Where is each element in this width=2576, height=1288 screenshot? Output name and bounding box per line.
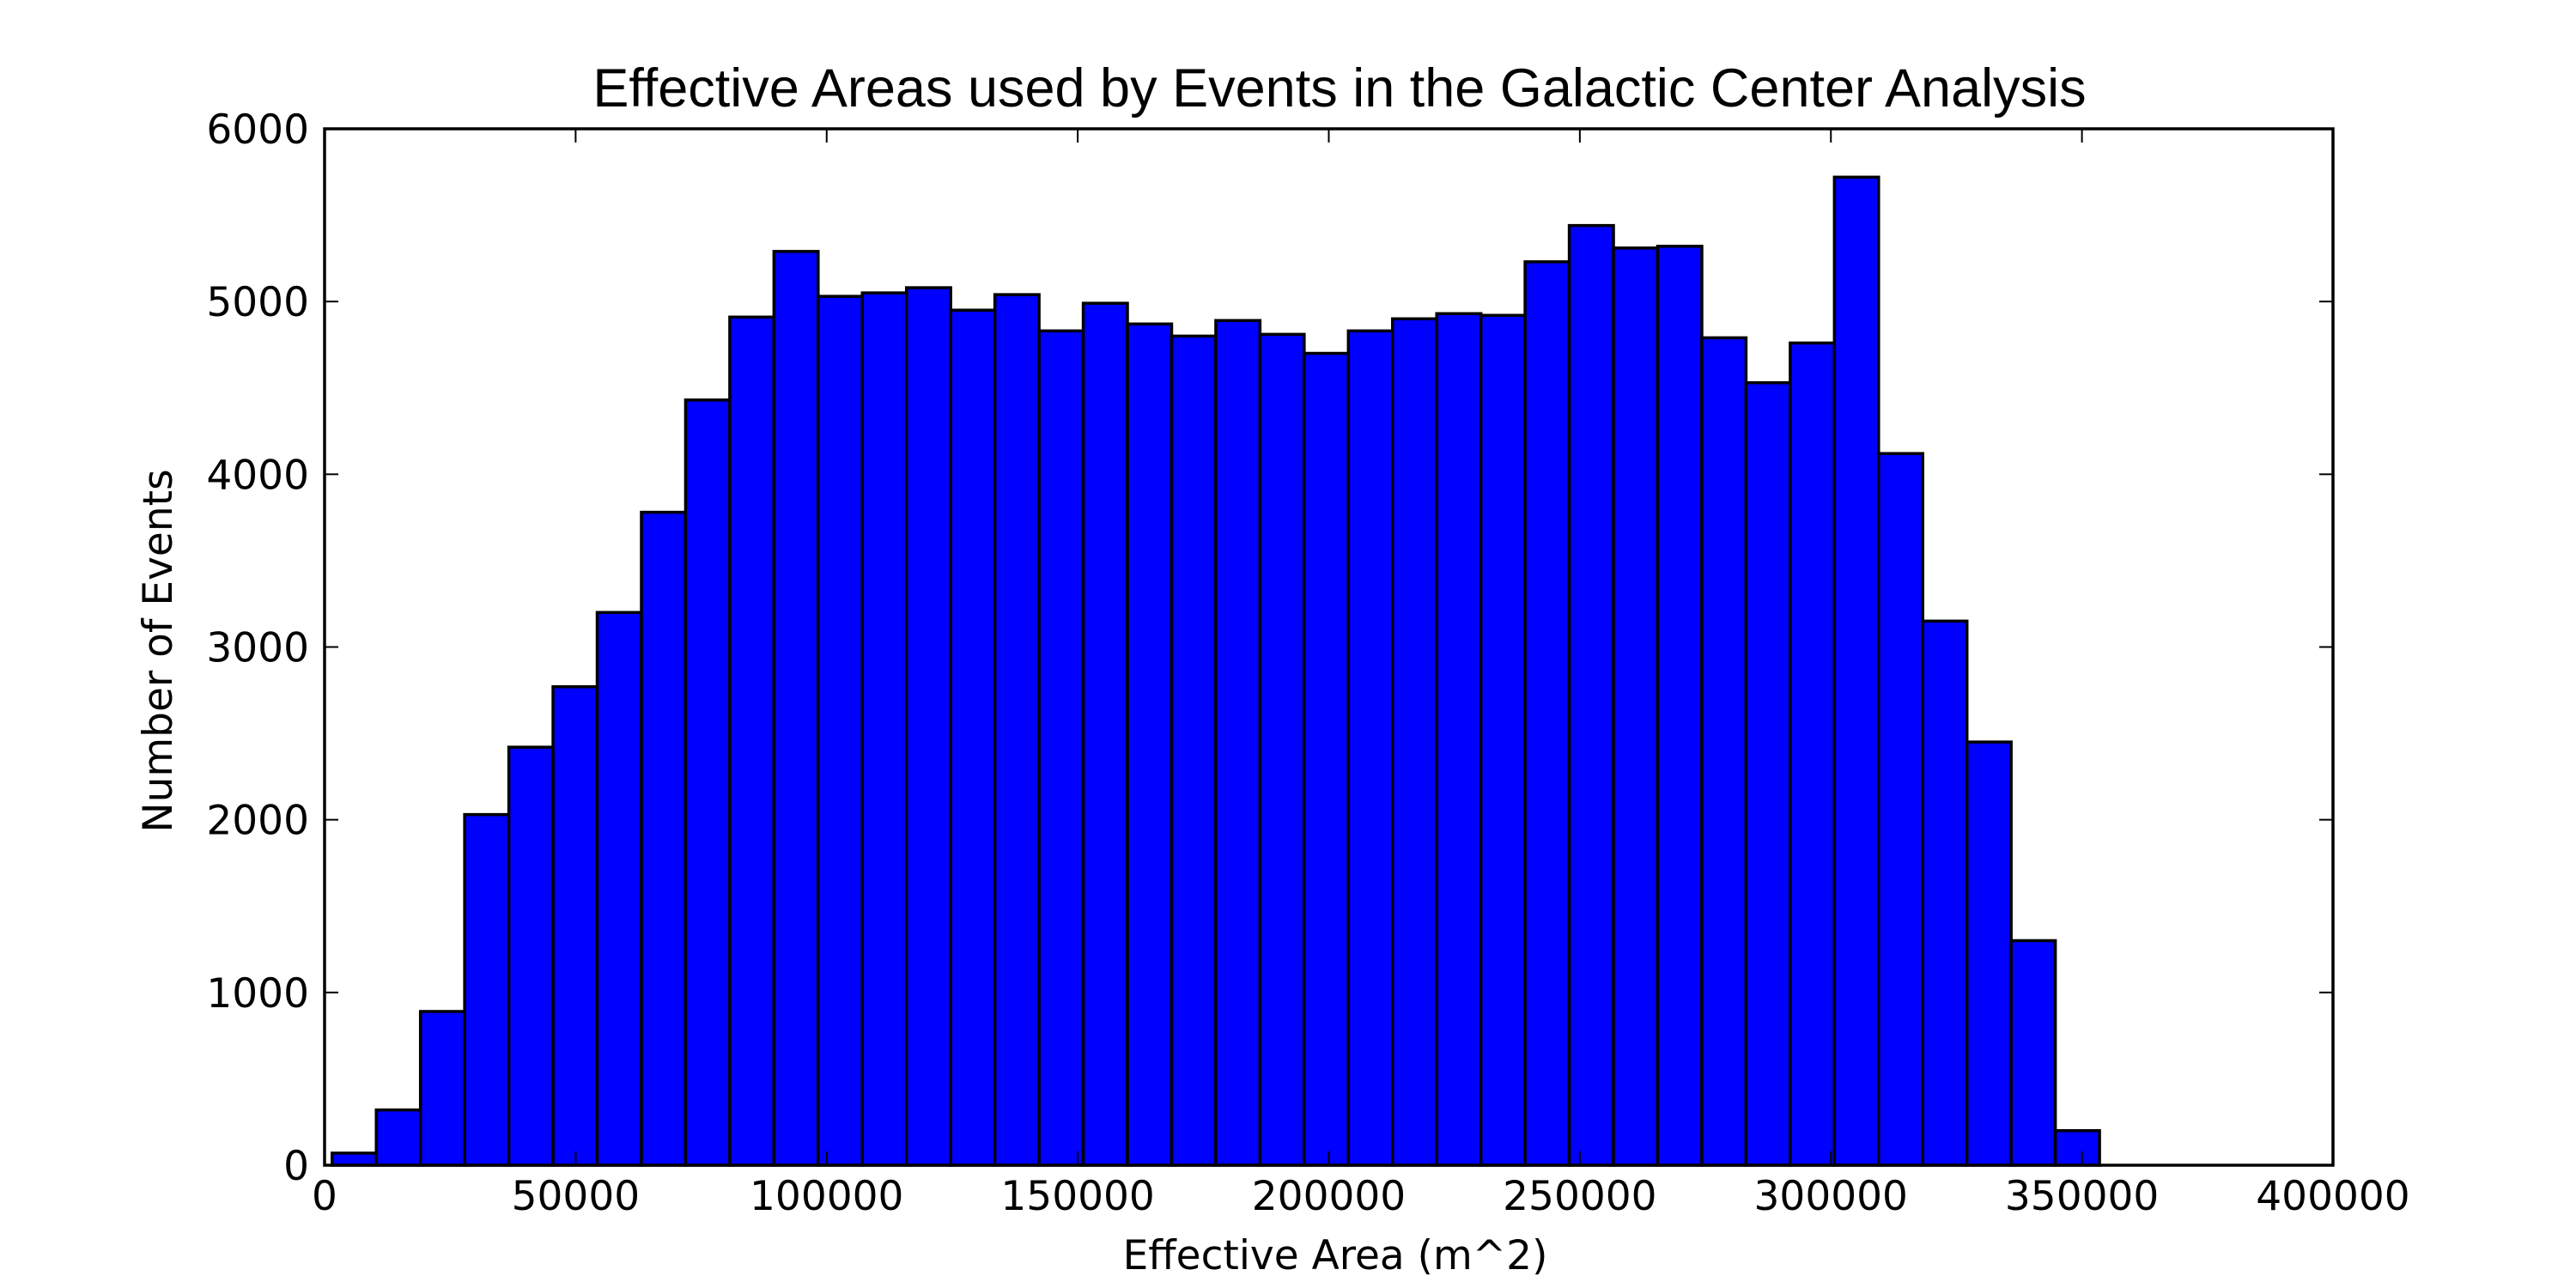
histogram-bar-38 (2009, 939, 2057, 1167)
histogram-bar-39 (2053, 1129, 2101, 1167)
x-tick-label-4: 200000 (1252, 1173, 1406, 1220)
x-tick-label-5: 250000 (1503, 1173, 1656, 1220)
x-tick-label-2: 100000 (750, 1173, 903, 1220)
histogram-bar-22 (1303, 351, 1351, 1167)
histogram-bar-1 (374, 1108, 422, 1167)
histogram-bar-33 (1789, 341, 1837, 1167)
y-tick-label-4: 4000 (206, 452, 309, 499)
y-tick-label-2: 2000 (206, 798, 309, 845)
histogram-bar-12 (860, 291, 908, 1167)
histogram-bar-32 (1744, 380, 1792, 1167)
histogram-bar-30 (1656, 245, 1704, 1167)
histogram-bar-14 (949, 308, 997, 1167)
histogram-bar-19 (1170, 334, 1218, 1167)
histogram-bar-16 (1037, 329, 1085, 1167)
histogram-bars (331, 175, 2101, 1167)
histogram-bar-17 (1081, 301, 1129, 1167)
histogram-bar-8 (683, 398, 732, 1167)
tick-labels: 0 50000 100000 150000 200000 250000 300000 3500… (206, 106, 2409, 1220)
x-tick-label-8: 400000 (2256, 1173, 2409, 1220)
x-tick-label-7: 350000 (2005, 1173, 2159, 1220)
histogram-bar-23 (1346, 329, 1394, 1167)
histogram-bar-31 (1700, 336, 1748, 1167)
histogram-bar-37 (1965, 740, 2013, 1167)
histogram-bar-20 (1214, 319, 1262, 1167)
histogram-bar-3 (463, 812, 511, 1167)
x-tick-label-6: 300000 (1754, 1173, 1908, 1220)
x-tick-label-3: 150000 (1000, 1173, 1154, 1220)
histogram-bar-6 (595, 611, 643, 1167)
histogram-bar-24 (1391, 317, 1438, 1167)
histogram-bar-21 (1258, 332, 1306, 1167)
histogram-bar-5 (551, 685, 599, 1167)
histogram-bar-15 (993, 293, 1041, 1167)
y-tick-label-0: 0 (283, 1143, 309, 1190)
histogram-bar-26 (1479, 313, 1527, 1167)
y-axis-label: Number of Events (135, 469, 182, 832)
y-tick-label-1: 1000 (206, 970, 309, 1018)
histogram-bar-29 (1612, 246, 1660, 1167)
histogram-bar-27 (1523, 260, 1571, 1167)
chart-title: Effective Areas used by Events in the Ga… (592, 58, 2086, 118)
histogram-bar-25 (1435, 312, 1483, 1167)
histogram-bar-34 (1832, 175, 1880, 1167)
histogram-bar-7 (640, 510, 688, 1167)
histogram-bar-2 (418, 1010, 466, 1167)
histogram-bar-36 (1921, 619, 1969, 1167)
histogram-bar-13 (904, 286, 952, 1167)
x-tick-label-0: 0 (312, 1173, 337, 1220)
histogram-bar-10 (772, 250, 820, 1167)
y-tick-label-5: 5000 (206, 279, 309, 326)
histogram-bar-35 (1877, 452, 1925, 1167)
y-tick-label-6: 6000 (206, 106, 309, 154)
plot-frame (323, 127, 2335, 1167)
histogram-bar-28 (1567, 223, 1615, 1167)
x-tick-label-1: 50000 (512, 1173, 641, 1220)
x-axis-label: Effective Area (m^2) (1123, 1232, 1548, 1279)
histogram-bar-11 (817, 295, 865, 1167)
y-tick-label-3: 3000 (206, 625, 309, 672)
histogram-bar-4 (507, 745, 555, 1167)
histogram-bar-18 (1126, 322, 1174, 1167)
histogram-bar-9 (728, 315, 776, 1167)
histogram-bar-0 (331, 1151, 378, 1167)
